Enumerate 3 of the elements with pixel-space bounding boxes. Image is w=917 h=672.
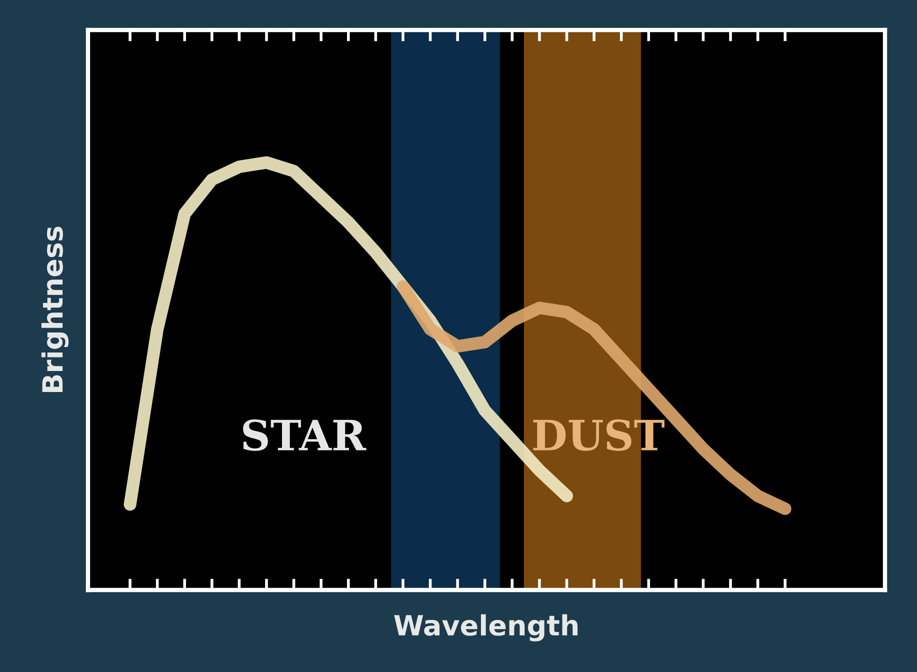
x-axis-title: Wavelength	[394, 614, 578, 642]
annotation: STAR	[243, 419, 366, 451]
y-axis-title: Brightness	[41, 226, 69, 392]
